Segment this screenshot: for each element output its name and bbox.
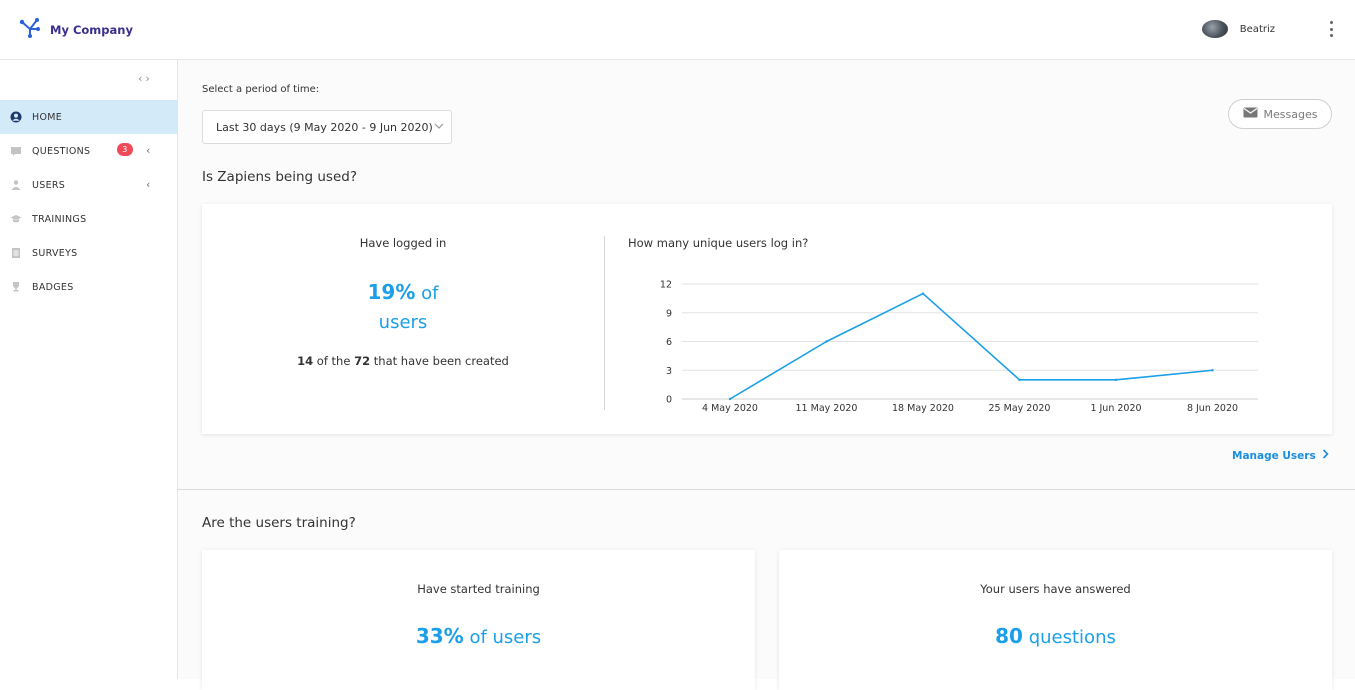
metric-title: Your users have answered <box>980 582 1131 596</box>
data-point <box>1211 369 1214 372</box>
sidebar-nav: HOME QUESTIONS 3 ‹ USERS ‹ TRAININGS <box>0 100 177 304</box>
user-icon <box>10 179 22 191</box>
x-tick-label: 8 Jun 2020 <box>1187 403 1238 414</box>
sidebar-item-users[interactable]: USERS ‹ <box>0 168 177 202</box>
data-point <box>1018 378 1021 382</box>
main-content: Select a period of time: Last 30 days (9… <box>178 60 1355 690</box>
section-divider <box>178 489 1355 490</box>
y-tick-label: 12 <box>660 280 672 291</box>
percent-suffix-users: users <box>378 312 428 333</box>
data-point <box>825 340 828 343</box>
period-value: Last 30 days (9 May 2020 - 9 Jun 2020) <box>216 120 433 134</box>
manage-users-link[interactable]: Manage Users <box>1232 449 1329 462</box>
sidebar-item-questions[interactable]: QUESTIONS 3 ‹ <box>0 134 177 168</box>
sidebar-item-label: HOME <box>32 111 63 123</box>
logged-in-metric: Have logged in 19% of users 14 of the 72… <box>202 204 604 434</box>
x-tick-label: 11 May 2020 <box>796 403 858 414</box>
messages-label: Messages <box>1263 107 1318 121</box>
more-options-icon[interactable] <box>1327 19 1335 39</box>
answered-questions-card: Your users have answered 80 questions <box>779 550 1332 690</box>
count-suffix: that have been created <box>370 354 509 368</box>
started-training-card: Have started training 33% of users <box>202 550 755 690</box>
x-tick-label: 4 May 2020 <box>702 403 758 414</box>
unique-logins-line-chart: 0 3 6 9 12 4 May 2020 11 May 2020 18 May 2020 25… <box>660 280 1258 414</box>
usage-card: Have logged in 19% of users 14 of the 72… <box>202 204 1332 434</box>
sidebar: ‹› HOME QUESTIONS 3 ‹ USERS ‹ <box>0 60 178 679</box>
sidebar-item-surveys[interactable]: SURVEYS <box>0 236 177 270</box>
sidebar-item-label: USERS <box>32 179 66 191</box>
period-label: Select a period of time: <box>202 84 320 95</box>
logged-in-count: 14 of the 72 that have been created <box>202 354 604 368</box>
period-select[interactable]: Last 30 days (9 May 2020 - 9 Jun 2020) <box>202 110 452 144</box>
mail-icon <box>1243 107 1258 121</box>
chart-title: How many unique users log in? <box>628 236 809 250</box>
avatar[interactable] <box>1201 20 1228 38</box>
questions-count-badge: 3 <box>117 143 133 156</box>
y-tick-label: 9 <box>666 308 672 319</box>
metric-value: 33% <box>415 624 464 648</box>
y-tick-label: 6 <box>666 337 672 348</box>
started-training-metric: 33% of users <box>202 624 755 648</box>
x-tick-label: 25 May 2020 <box>989 403 1051 414</box>
metric-title: Have started training <box>417 582 540 596</box>
chat-icon <box>10 145 22 157</box>
x-tick-label: 1 Jun 2020 <box>1090 403 1141 414</box>
user-name: Beatriz <box>1239 23 1275 35</box>
metric-title: Have logged in <box>359 236 447 250</box>
answered-questions-metric: 80 questions <box>779 624 1332 648</box>
training-section-title: Are the users training? <box>202 515 356 531</box>
y-tick-label: 3 <box>666 366 672 377</box>
y-tick-label: 0 <box>666 395 672 406</box>
total-value: 72 <box>354 354 371 368</box>
metric-suffix: questions <box>1022 627 1116 648</box>
messages-button[interactable]: Messages <box>1228 99 1332 129</box>
sidebar-item-label: TRAININGS <box>32 213 87 225</box>
chevron-left-icon[interactable]: ‹ <box>146 178 151 191</box>
data-point <box>921 292 925 295</box>
sidebar-item-badges[interactable]: BADGES <box>0 270 177 304</box>
trophy-icon <box>10 281 22 293</box>
sidebar-item-label: BADGES <box>32 281 74 293</box>
x-tick-label: 18 May 2020 <box>892 403 954 414</box>
chevron-left-icon[interactable]: ‹ <box>146 144 151 157</box>
count-value: 14 <box>297 354 314 368</box>
metric-suffix: of users <box>463 627 542 648</box>
user-menu[interactable]: Beatriz <box>1201 20 1275 38</box>
chevron-right-icon <box>1322 449 1329 462</box>
top-bar: My Company Beatriz <box>0 0 1355 60</box>
logged-in-percent: 19% of users <box>202 278 604 337</box>
data-point <box>728 397 732 401</box>
company-logo-icon <box>18 16 42 44</box>
sidebar-item-home[interactable]: HOME <box>0 100 177 134</box>
graduation-cap-icon <box>10 213 22 225</box>
clipboard-icon <box>10 247 22 259</box>
user-circle-icon <box>10 111 22 123</box>
metric-value: 80 <box>995 624 1023 648</box>
series-line <box>729 292 1213 400</box>
percent-value: 19% <box>367 280 416 304</box>
percent-suffix: of <box>415 283 439 304</box>
brand[interactable]: My Company <box>18 16 133 44</box>
sidebar-item-label: SURVEYS <box>32 247 78 259</box>
sidebar-item-label: QUESTIONS <box>32 145 91 157</box>
usage-section-title: Is Zapiens being used? <box>202 169 358 185</box>
company-name: My Company <box>50 23 133 37</box>
divider <box>604 236 605 410</box>
count-mid: of the <box>313 354 355 368</box>
sidebar-item-trainings[interactable]: TRAININGS <box>0 202 177 236</box>
manage-users-label: Manage Users <box>1232 449 1316 462</box>
collapse-sidebar-icon[interactable]: ‹› <box>138 72 153 85</box>
data-point <box>1114 378 1118 382</box>
chevron-down-icon <box>434 121 444 134</box>
